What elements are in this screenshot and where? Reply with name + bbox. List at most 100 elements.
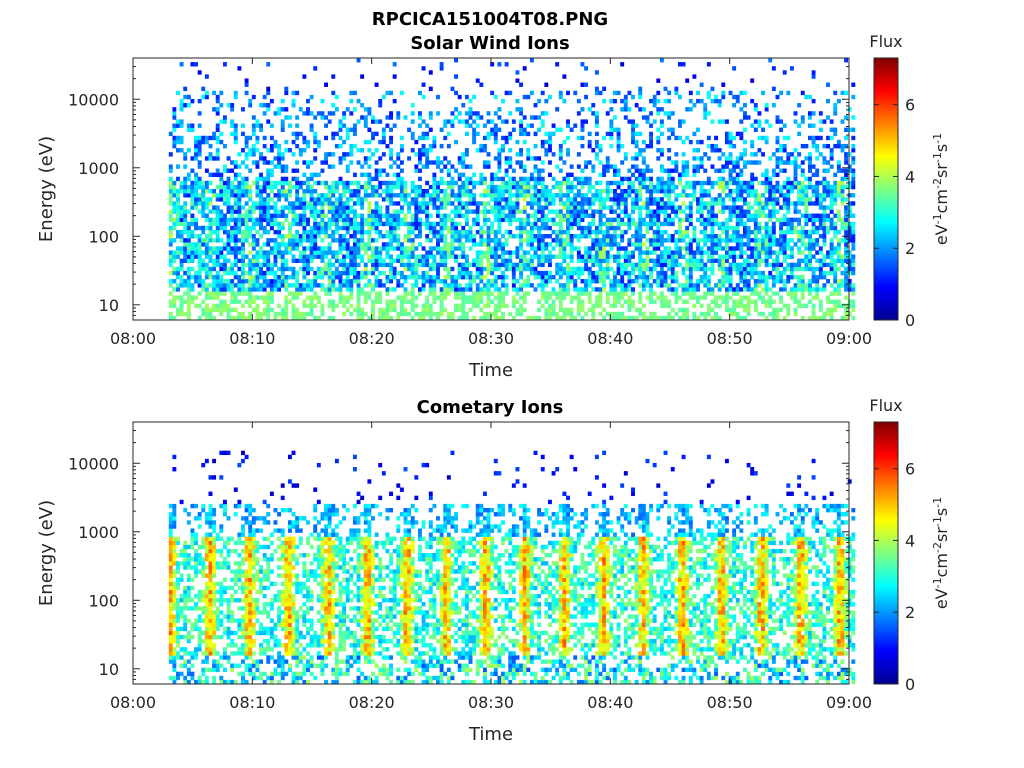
spectrogram-cell <box>302 209 307 214</box>
spectrogram-cell <box>230 123 235 128</box>
spectrogram-cell <box>342 311 347 317</box>
spectrogram-cell <box>219 262 224 268</box>
spectrogram-cell <box>392 307 397 313</box>
spectrogram-cell <box>685 246 690 251</box>
spectrogram-cell <box>591 193 596 198</box>
spectrogram-cell <box>266 295 271 300</box>
spectrogram-cell <box>454 180 459 186</box>
spectrogram-cell <box>450 180 455 186</box>
spectrogram-cell <box>638 168 643 173</box>
spectrogram-cell <box>493 139 498 145</box>
spectrogram-cell <box>605 189 610 194</box>
spectrogram-cell <box>302 180 307 186</box>
spectrogram-cell <box>428 311 433 317</box>
spectrogram-cell <box>479 307 484 313</box>
spectrogram-cell <box>746 299 751 304</box>
spectrogram-cell <box>529 258 534 263</box>
spectrogram-cell <box>717 242 722 247</box>
spectrogram-cell <box>551 311 556 317</box>
spectrogram-cell <box>259 103 263 108</box>
spectrogram-cell <box>717 283 722 288</box>
spectrogram-cell <box>259 221 263 227</box>
spectrogram-cell <box>659 283 664 288</box>
spectrogram-cell <box>735 160 740 165</box>
spectrogram-cell <box>403 213 408 218</box>
spectrogram-cell <box>421 315 426 321</box>
spectrogram-cell <box>378 307 383 313</box>
spectrogram-cell <box>486 184 491 190</box>
spectrogram-cell <box>367 246 372 251</box>
spectrogram-cell <box>439 221 444 227</box>
spectrogram-cell <box>558 217 563 223</box>
spectrogram-cell <box>244 90 249 96</box>
spectrogram-cell <box>533 209 538 214</box>
spectrogram-cell <box>374 250 379 255</box>
spectrogram-cell <box>316 270 321 276</box>
spectrogram-cell <box>540 279 545 284</box>
spectrogram-cell <box>479 193 484 198</box>
spectrogram-cell <box>699 139 704 145</box>
spectrogram-cell <box>432 221 437 227</box>
spectrogram-cell <box>714 299 719 304</box>
spectrogram-cell <box>743 274 747 280</box>
spectrogram-cell <box>367 229 372 235</box>
spectrogram-cell <box>486 164 491 169</box>
spectrogram-cell <box>540 238 545 243</box>
spectrogram-cell <box>566 229 570 235</box>
spectrogram-cell <box>309 307 314 313</box>
spectrogram-cell <box>696 205 700 210</box>
spectrogram-cell <box>663 246 668 251</box>
spectrogram-cell <box>750 274 755 280</box>
spectrogram-cell <box>349 303 354 309</box>
spectrogram-cell <box>248 299 253 304</box>
spectrogram-cell <box>692 295 697 300</box>
spectrogram-cell <box>721 299 726 304</box>
spectrogram-cell <box>197 164 202 169</box>
spectrogram-cell <box>508 234 513 239</box>
spectrogram-cell <box>739 168 744 173</box>
spectrogram-cell <box>641 168 646 173</box>
spectrogram-cell <box>537 234 542 239</box>
spectrogram-cell <box>425 250 430 255</box>
spectrogram-cell <box>425 156 430 161</box>
spectrogram-cell <box>522 254 527 259</box>
spectrogram-cell <box>562 315 567 321</box>
spectrogram-cell <box>728 193 733 198</box>
spectrogram-cell <box>472 127 477 132</box>
spectrogram-cell <box>587 274 592 280</box>
spectrogram-cell <box>699 160 704 165</box>
spectrogram-cell <box>566 262 570 268</box>
spectrogram-cell <box>439 258 444 263</box>
spectrogram-cell <box>540 258 545 263</box>
spectrogram-cell <box>291 311 296 317</box>
spectrogram-cell <box>425 307 430 313</box>
spectrogram-cell <box>439 168 444 173</box>
spectrogram-cell <box>656 139 661 145</box>
spectrogram-cell <box>620 287 625 292</box>
spectrogram-cell <box>389 270 394 276</box>
spectrogram-cell <box>204 168 209 173</box>
spectrogram-cell <box>464 148 469 153</box>
spectrogram-cell <box>461 156 466 161</box>
spectrogram-cell <box>428 160 433 165</box>
spectrogram-cell <box>645 274 650 280</box>
spectrogram-cell <box>540 160 545 165</box>
spectrogram-cell <box>212 262 217 268</box>
spectrogram-cell <box>168 299 173 304</box>
spectrogram-cell <box>363 123 368 128</box>
spectrogram-cell <box>580 123 585 128</box>
spectrogram-cell <box>338 242 343 247</box>
spectrogram-cell <box>587 205 592 210</box>
spectrogram-cell <box>363 189 368 194</box>
spectrogram-cell <box>280 180 285 186</box>
spectrogram-cell <box>656 98 661 104</box>
spectrogram-cell <box>537 307 542 313</box>
spectrogram-cell <box>472 258 477 263</box>
spectrogram-cell <box>594 274 599 280</box>
spectrogram-cell <box>533 221 538 227</box>
spectrogram-cell <box>522 217 527 223</box>
spectrogram-cell <box>291 258 296 263</box>
spectrogram-cell <box>739 213 744 218</box>
spectrogram-cell <box>204 274 209 280</box>
spectrogram-cell <box>493 287 498 292</box>
